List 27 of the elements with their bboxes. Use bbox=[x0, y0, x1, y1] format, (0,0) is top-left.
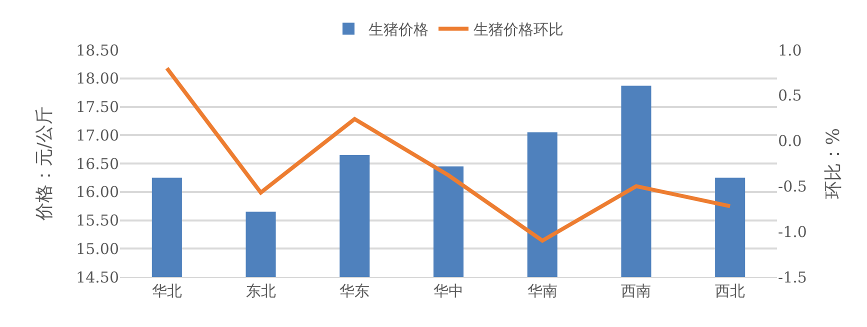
y-tick-label: 14.50 bbox=[76, 268, 119, 286]
y2-tick-label: -0.5 bbox=[778, 177, 807, 196]
x-tick-label: 华南 bbox=[527, 282, 558, 300]
x-tick-label: 东北 bbox=[246, 282, 276, 300]
line-series bbox=[164, 66, 732, 243]
y-tick-label: 17.50 bbox=[76, 98, 119, 116]
x-tick-label: 华北 bbox=[152, 282, 182, 300]
x-tick-label: 华中 bbox=[434, 282, 464, 300]
x-tick-label: 西南 bbox=[621, 282, 652, 300]
x-tick-label: 华东 bbox=[340, 282, 370, 300]
y2-tick-label: -1.5 bbox=[778, 268, 807, 286]
y2-tick-label: 1.0 bbox=[778, 41, 802, 60]
y2-tick-label: 0.0 bbox=[778, 132, 802, 150]
y2-tick-label: 0.5 bbox=[778, 86, 802, 105]
y-tick-label: 15.50 bbox=[76, 212, 119, 230]
y-tick-label: 16.50 bbox=[76, 154, 119, 173]
y-tick-label: 18.00 bbox=[76, 70, 119, 88]
legend-label: 生猪价格环比 bbox=[474, 20, 564, 39]
y-tick-label: 17.00 bbox=[76, 126, 119, 144]
y-axis-title: 价格：元/公斤 bbox=[34, 106, 56, 222]
y-tick-label: 16.00 bbox=[76, 183, 119, 202]
x-tick-label: 西北 bbox=[715, 282, 746, 300]
y-tick-label: 15.00 bbox=[76, 240, 119, 258]
y2-tick-label: -1.0 bbox=[778, 222, 807, 241]
y-tick-label: 18.50 bbox=[76, 41, 119, 60]
y2-axis-title: 环比：% bbox=[823, 128, 844, 200]
legend-label: 生猪价格 bbox=[368, 20, 428, 39]
